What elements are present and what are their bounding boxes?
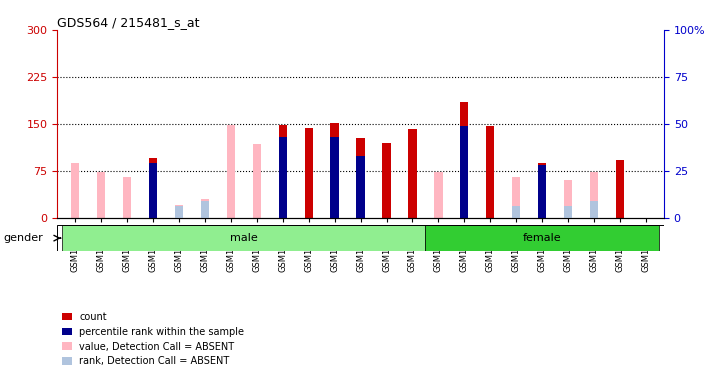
Text: male: male [230, 233, 258, 243]
Bar [564, 180, 572, 218]
Bar [512, 177, 521, 218]
Bar [460, 126, 468, 218]
Bar [512, 206, 521, 218]
Bar [538, 162, 546, 218]
Text: GDS564 / 215481_s_at: GDS564 / 215481_s_at [57, 16, 200, 29]
Bar [356, 156, 365, 218]
Bar [175, 205, 183, 218]
Bar [97, 172, 106, 217]
Bar [278, 125, 287, 217]
Bar [278, 137, 287, 218]
Bar [383, 142, 391, 218]
Bar [253, 144, 261, 218]
Bar [538, 165, 546, 218]
Legend: count, percentile rank within the sample, value, Detection Call = ABSENT, rank, : count, percentile rank within the sample… [62, 312, 244, 366]
Bar [615, 160, 624, 218]
Bar [201, 199, 209, 217]
Bar [460, 102, 468, 218]
Bar [149, 163, 157, 218]
Bar [408, 129, 416, 217]
Bar [149, 158, 157, 218]
Text: gender: gender [4, 233, 44, 243]
Bar [331, 137, 338, 218]
Bar [331, 123, 338, 218]
Text: female: female [523, 233, 561, 243]
FancyBboxPatch shape [62, 225, 426, 251]
Bar [175, 206, 183, 218]
Bar [123, 177, 131, 218]
Bar [71, 162, 79, 218]
Bar [356, 138, 365, 218]
FancyBboxPatch shape [426, 225, 659, 251]
Bar [434, 172, 443, 217]
Bar [486, 126, 494, 218]
Bar [227, 125, 235, 217]
Bar [590, 172, 598, 217]
Bar [590, 201, 598, 217]
Bar [564, 206, 572, 218]
Bar [201, 201, 209, 217]
Bar [305, 128, 313, 217]
